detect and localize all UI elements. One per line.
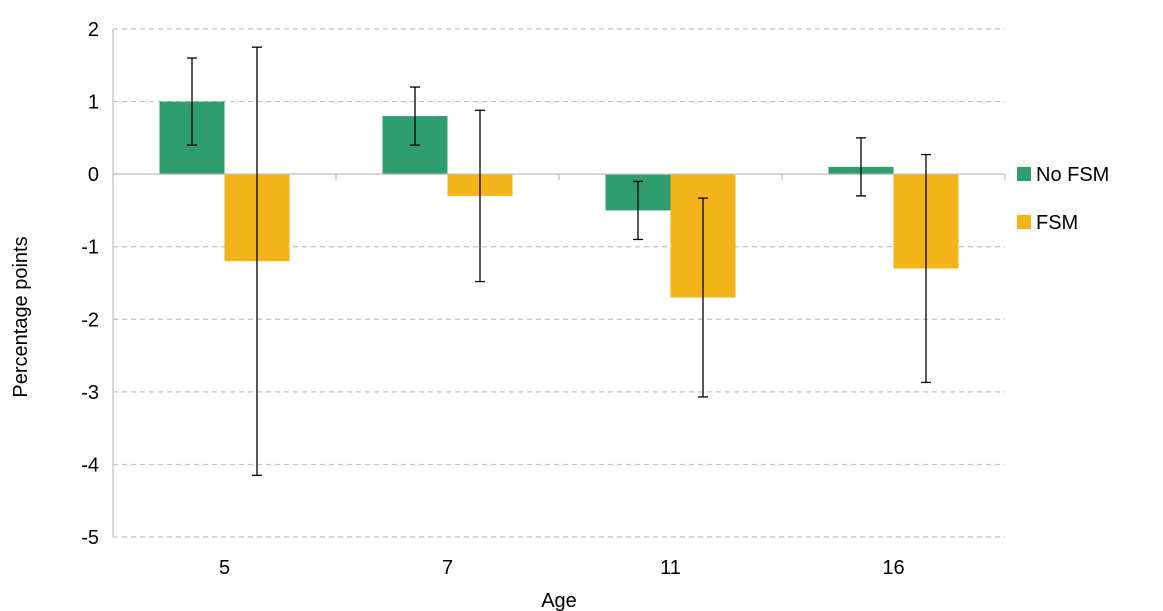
x-axis-title: Age: [541, 590, 577, 611]
error-bars: [187, 46, 931, 476]
legend-swatch: [1017, 167, 1031, 181]
bars: [159, 101, 959, 298]
y-axis-title: Percentage points: [10, 236, 32, 397]
x-tick-label: 7: [442, 557, 453, 579]
gridlines: [113, 28, 1005, 538]
tick-labels: 2 1 0 -1 -2 -3 -4 -5 5 7 11 16: [81, 19, 904, 579]
y-tick-label: -3: [81, 382, 99, 404]
y-tick-label: -5: [81, 527, 99, 549]
x-tick-label: 16: [882, 557, 904, 579]
x-tick-label: 11: [660, 557, 681, 579]
legend-label: FSM: [1036, 212, 1078, 234]
legend-swatch: [1017, 215, 1031, 229]
y-tick-label: 2: [88, 19, 99, 41]
y-tick-label: -1: [81, 237, 99, 259]
y-tick-label: -4: [81, 454, 99, 476]
x-tick-label: 5: [219, 557, 230, 579]
y-tick-label: 0: [88, 164, 99, 186]
y-tick-label: -2: [81, 309, 99, 331]
axes: [112, 29, 1006, 537]
legend-label: No FSM: [1036, 164, 1109, 186]
legend: No FSM FSM: [1017, 164, 1109, 234]
y-tick-label: 1: [88, 92, 99, 114]
